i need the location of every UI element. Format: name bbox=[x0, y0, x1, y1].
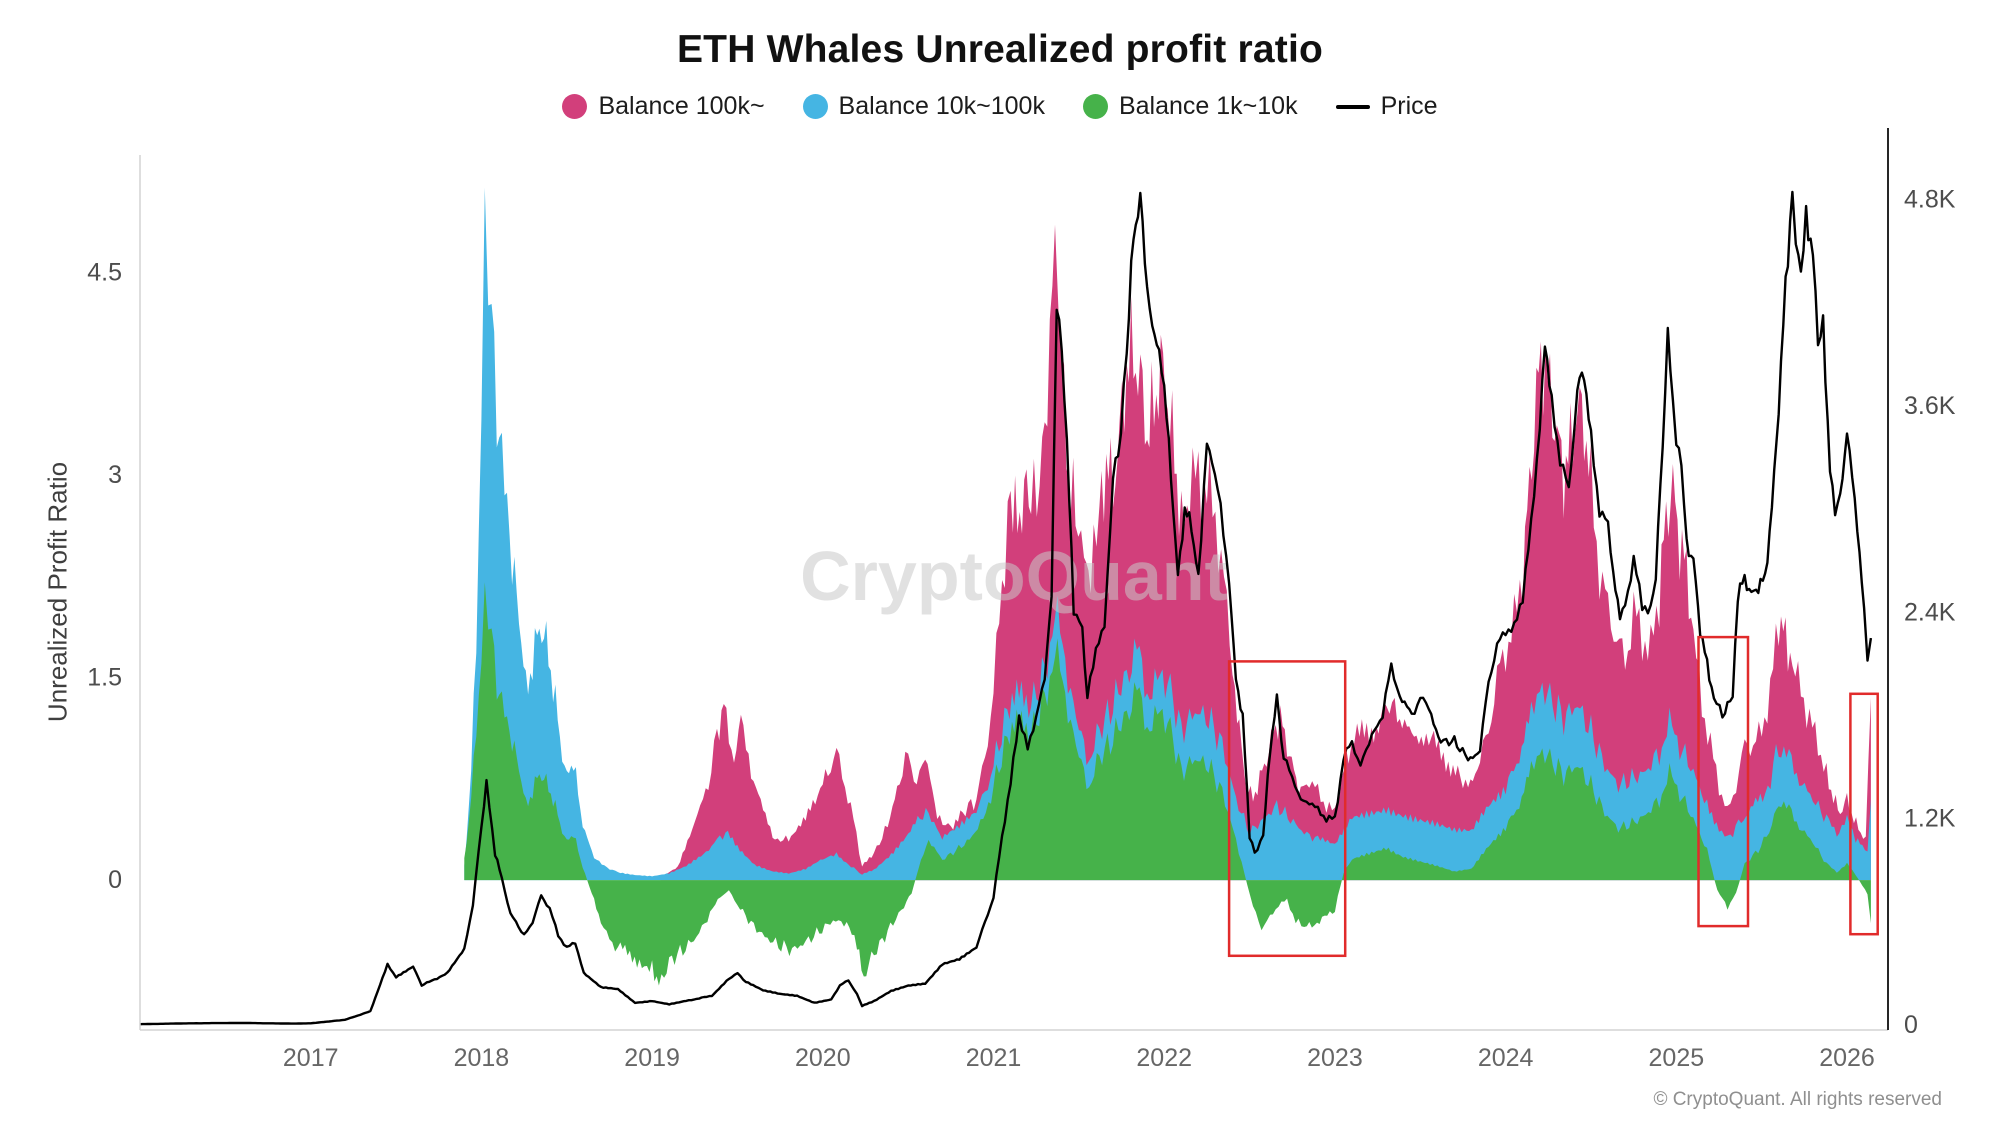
right-axis-tick: 4.8K bbox=[1904, 186, 1956, 214]
left-axis-tick: 0 bbox=[108, 866, 122, 894]
legend-item-balance-1k-10k[interactable]: Balance 1k~10k bbox=[1082, 92, 1298, 121]
legend-item-balance-10k-100k[interactable]: Balance 10k~100k bbox=[802, 92, 1045, 121]
left-axis-tick: 4.5 bbox=[87, 258, 122, 286]
right-axis-tick: 1.2K bbox=[1904, 805, 1956, 833]
x-axis-tick: 2023 bbox=[1307, 1044, 1363, 1072]
x-axis-tick: 2022 bbox=[1136, 1044, 1192, 1072]
highlight-box-1 bbox=[1227, 660, 1347, 958]
highlight-box-2 bbox=[1697, 635, 1750, 928]
x-axis-tick: 2024 bbox=[1478, 1044, 1534, 1072]
highlight-box-3 bbox=[1849, 692, 1879, 936]
legend-label-price: Price bbox=[1380, 92, 1438, 120]
right-axis-tick: 0 bbox=[1904, 1011, 1918, 1039]
x-axis-tick: 2026 bbox=[1819, 1044, 1875, 1072]
right-axis-tick: 3.6K bbox=[1904, 392, 1956, 420]
pink-dot-icon bbox=[562, 94, 588, 119]
legend-item-balance-100k[interactable]: Balance 100k~ bbox=[562, 92, 765, 121]
legend-label-balance-100k: Balance 100k~ bbox=[598, 92, 765, 120]
x-axis-tick: 2017 bbox=[283, 1044, 339, 1072]
blue-dot-icon bbox=[802, 94, 828, 119]
x-axis-tick: 2021 bbox=[966, 1044, 1022, 1072]
x-axis-tick: 2019 bbox=[624, 1044, 680, 1072]
chart-title: ETH Whales Unrealized profit ratio bbox=[676, 28, 1324, 71]
legend-item-price[interactable]: Price bbox=[1335, 92, 1438, 121]
legend-label-balance-10k-100k: Balance 10k~100k bbox=[838, 92, 1045, 120]
x-axis-tick: 2018 bbox=[454, 1044, 510, 1072]
series-balance-1k-10k[interactable] bbox=[464, 582, 1871, 986]
x-axis-tick: 2025 bbox=[1649, 1044, 1705, 1072]
watermark: CryptoQuant bbox=[800, 537, 1228, 615]
price-line-icon bbox=[1335, 104, 1370, 109]
x-axis-tick: 2020 bbox=[795, 1044, 851, 1072]
right-axis-tick: 2.4K bbox=[1904, 598, 1956, 626]
left-axis-tick: 1.5 bbox=[87, 664, 122, 692]
legend: Balance 100k~ Balance 10k~100k Balance 1… bbox=[0, 92, 2000, 121]
legend-label-balance-1k-10k: Balance 1k~10k bbox=[1118, 92, 1298, 120]
green-dot-icon bbox=[1082, 94, 1108, 119]
plot-area[interactable]: CryptoQuant bbox=[140, 187, 1873, 1026]
copyright: © CryptoQuant. All rights reserved bbox=[1653, 1089, 1942, 1110]
left-axis-tick: 3 bbox=[108, 461, 122, 489]
series-price[interactable] bbox=[140, 190, 1873, 1026]
